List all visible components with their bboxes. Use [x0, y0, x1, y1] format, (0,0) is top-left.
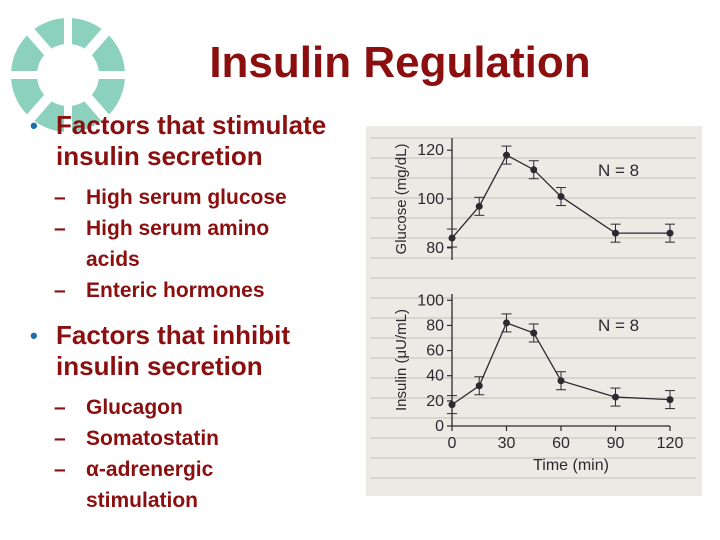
y-tick-label: 20 [426, 393, 444, 410]
bullet-inhibit: • Factors that inhibit insulin secretion [30, 320, 360, 382]
sub-item: – Somatostatin [54, 423, 360, 454]
background-text-texture [370, 137, 696, 479]
data-point [503, 319, 510, 327]
bullet-dot-icon: • [30, 113, 38, 138]
sub-item-text: stimulation [86, 489, 199, 512]
sub-item: – Enteric hormones [54, 275, 360, 306]
dash-icon: – [54, 279, 66, 302]
data-point [503, 151, 510, 159]
data-point [612, 229, 619, 237]
glucose-insulin-charts: 80 100 120 Glucose (mg/dL) N = 8 0 30 60 90 120 Ti… [393, 138, 684, 474]
y-tick-label: 80 [426, 317, 444, 334]
dash-icon: – [54, 217, 66, 240]
y-tick-label: 40 [426, 368, 444, 385]
chart-figure: 80 100 120 Glucose (mg/dL) N = 8 0 30 60 90 120 Ti… [366, 126, 702, 496]
y-tick-label: 80 [426, 240, 444, 257]
data-point [612, 393, 619, 401]
y-tick-label: 100 [417, 191, 444, 208]
sub-item-text: α-adrenergic [86, 458, 214, 481]
bullet-list: • Factors that stimulate insulin secreti… [30, 110, 360, 516]
sub-item-text: High serum glucose [86, 186, 287, 209]
data-point [666, 396, 674, 404]
bullet-text: Factors that stimulate [56, 110, 327, 140]
x-axis-label: Time (min) [533, 457, 609, 474]
bullet-stimulate: • Factors that stimulate insulin secreti… [30, 110, 360, 172]
sub-item: – Glucagon [54, 392, 360, 423]
x-tick-label: 120 [657, 435, 684, 452]
y-axis-label: Insulin (μU/mL) [393, 309, 410, 411]
sub-item-text: Enteric hormones [86, 279, 265, 302]
n-annotation: N = 8 [598, 161, 639, 180]
sub-list: – High serum glucose – High serum amino … [54, 182, 360, 306]
data-point [448, 234, 456, 242]
y-tick-label: 0 [435, 418, 444, 435]
dash-icon: – [54, 396, 66, 419]
slide-title: Insulin Regulation [209, 38, 591, 87]
sub-item: – High serum amino acids [54, 213, 360, 275]
y-axis-label: Glucose (mg/dL) [393, 144, 410, 255]
y-tick-label: 60 [426, 343, 444, 360]
data-point [475, 202, 483, 210]
sub-item-text: Glucagon [86, 396, 183, 419]
data-point [557, 377, 565, 385]
sub-item: – High serum glucose [54, 182, 360, 213]
data-point [530, 329, 538, 337]
dash-icon: – [54, 427, 66, 450]
bullet-dot-icon: • [30, 323, 38, 348]
data-point [557, 193, 565, 201]
sub-item-text: Somatostatin [86, 427, 220, 450]
sub-item: – α-adrenergic stimulation [54, 454, 360, 516]
data-point [448, 401, 456, 409]
dash-icon: – [54, 458, 66, 481]
bullet-text: insulin secretion [56, 351, 263, 381]
logo-icon [0, 5, 136, 145]
data-point [475, 382, 483, 390]
bullet-text: Factors that inhibit [56, 320, 290, 350]
y-tick-label: 120 [417, 142, 444, 159]
bullet-text: insulin secretion [56, 141, 263, 171]
y-tick-label: 100 [417, 292, 444, 309]
sub-item-text: acids [86, 248, 140, 271]
data-point [666, 229, 674, 237]
x-tick-label: 60 [552, 435, 570, 452]
sub-list: – Glucagon – Somatostatin – α-adrenergic… [54, 392, 360, 516]
sub-item-text: High serum amino [86, 217, 270, 240]
dash-icon: – [54, 186, 66, 209]
n-annotation: N = 8 [598, 316, 639, 335]
data-point [530, 166, 538, 174]
x-tick-label: 90 [607, 435, 625, 452]
x-tick-label: 0 [448, 435, 457, 452]
series-line [451, 322, 671, 406]
x-tick-label: 30 [498, 435, 516, 452]
